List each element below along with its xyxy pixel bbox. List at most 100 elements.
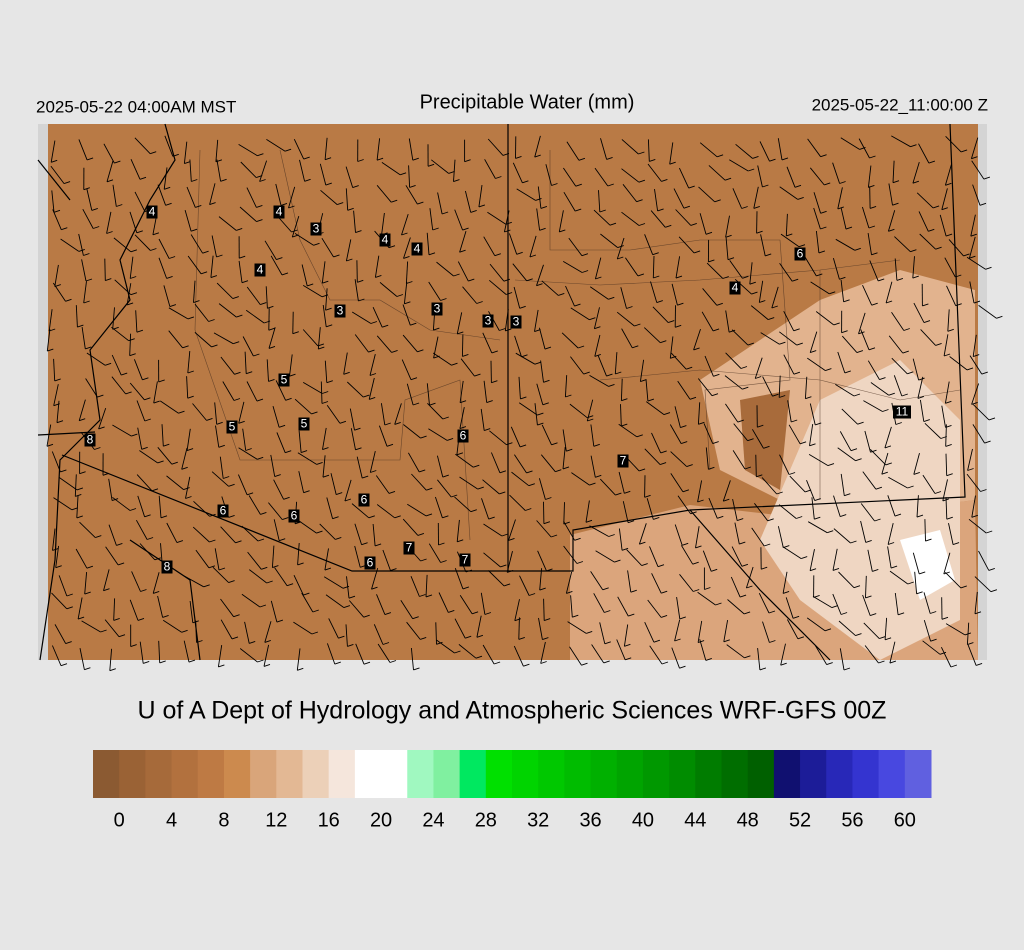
wind-barb: [322, 447, 329, 451]
wind-barb: [126, 283, 132, 305]
border: [508, 509, 831, 661]
wind-barb: [535, 197, 542, 201]
wind-barb: [644, 494, 651, 498]
wind-barb: [860, 520, 867, 543]
wind-barb: [653, 516, 660, 520]
wind-barb: [403, 281, 408, 304]
wind-barb: [862, 594, 871, 616]
wind-barb: [679, 616, 686, 620]
wind-barb: [513, 645, 524, 667]
color-swatch: [669, 750, 696, 798]
wind-barb: [436, 641, 443, 645]
wind-barb: [190, 228, 198, 232]
wind-barb: [491, 350, 498, 354]
wind-barb: [888, 392, 895, 396]
wind-barb: [712, 328, 720, 332]
color-swatch: [223, 750, 251, 798]
wind-barb: [384, 612, 392, 616]
wind-barb: [985, 266, 992, 270]
border: [37, 431, 96, 436]
wind-barb: [780, 662, 787, 666]
wind-barb: [268, 502, 283, 520]
wind-barb: [884, 426, 892, 449]
wind-barb: [732, 499, 738, 521]
wind-barb: [426, 383, 430, 406]
wind-barb: [512, 162, 523, 183]
wind-barb: [693, 250, 701, 254]
wind-barb: [979, 202, 987, 206]
station-label: 3: [513, 315, 520, 329]
wind-barb: [519, 305, 526, 309]
wind-barb: [945, 424, 947, 447]
wind-barb: [636, 199, 643, 203]
wind-barb: [634, 323, 641, 327]
station-box: [358, 493, 370, 507]
wind-barb: [972, 334, 977, 357]
wind-barb: [870, 382, 890, 396]
wind-barb: [878, 278, 885, 282]
wind-barb: [540, 205, 548, 209]
wind-barb: [187, 370, 194, 374]
wind-barb: [249, 640, 256, 644]
wind-barb: [816, 273, 823, 277]
wind-barb: [438, 542, 445, 546]
wind-barb: [731, 329, 749, 346]
wind-barb: [494, 253, 501, 257]
wind-barb: [242, 336, 254, 357]
wind-barb: [511, 471, 530, 487]
wind-barb: [675, 275, 683, 279]
wind-barb: [379, 282, 398, 297]
wind-barb: [196, 640, 203, 643]
wind-barb: [621, 168, 640, 183]
wind-barb: [476, 301, 483, 304]
wind-barb: [777, 526, 784, 548]
wind-barb: [257, 153, 264, 157]
wind-barb: [264, 240, 277, 260]
wind-barb: [751, 527, 765, 547]
wind-barb: [727, 599, 745, 615]
wind-barb: [81, 259, 87, 282]
wind-barb: [302, 329, 319, 347]
wind-barb: [868, 225, 876, 229]
wind-barb: [969, 255, 976, 259]
wind-barb: [832, 593, 842, 615]
wind-barb: [194, 332, 212, 348]
wind-barb: [412, 402, 420, 406]
station-box: [278, 373, 290, 387]
wind-barb: [858, 138, 870, 159]
wind-barb: [163, 285, 171, 307]
wind-barb: [293, 621, 313, 635]
wind-barb: [671, 647, 680, 669]
wind-barb: [112, 307, 115, 330]
wind-barb: [943, 552, 951, 575]
wind-barb: [887, 542, 895, 545]
wind-barb: [152, 572, 160, 594]
wind-barb: [752, 155, 759, 159]
wind-barb: [491, 380, 498, 384]
wind-barb: [797, 636, 805, 640]
wind-barb: [91, 207, 98, 211]
color-swatch: [93, 750, 120, 798]
wind-barb: [428, 543, 441, 563]
wind-barb: [916, 514, 924, 518]
wind-barb: [741, 206, 748, 209]
wind-barb: [275, 183, 282, 206]
wind-barb: [106, 160, 114, 182]
wind-barb: [391, 199, 398, 203]
wind-barb: [969, 281, 975, 304]
wind-barb: [972, 404, 990, 421]
wind-barb: [606, 156, 613, 160]
station-box: [794, 247, 806, 261]
wind-barb: [51, 592, 68, 610]
wind-barb: [354, 334, 369, 353]
wind-barb: [661, 178, 668, 182]
wind-barb: [345, 239, 352, 262]
wind-barb: [941, 405, 946, 428]
wind-barb: [435, 622, 437, 645]
county-lines: [194, 149, 961, 541]
wind-barb: [715, 602, 722, 606]
wind-barb: [233, 398, 241, 401]
wind-barb: [268, 345, 276, 349]
wind-barb: [402, 334, 418, 353]
